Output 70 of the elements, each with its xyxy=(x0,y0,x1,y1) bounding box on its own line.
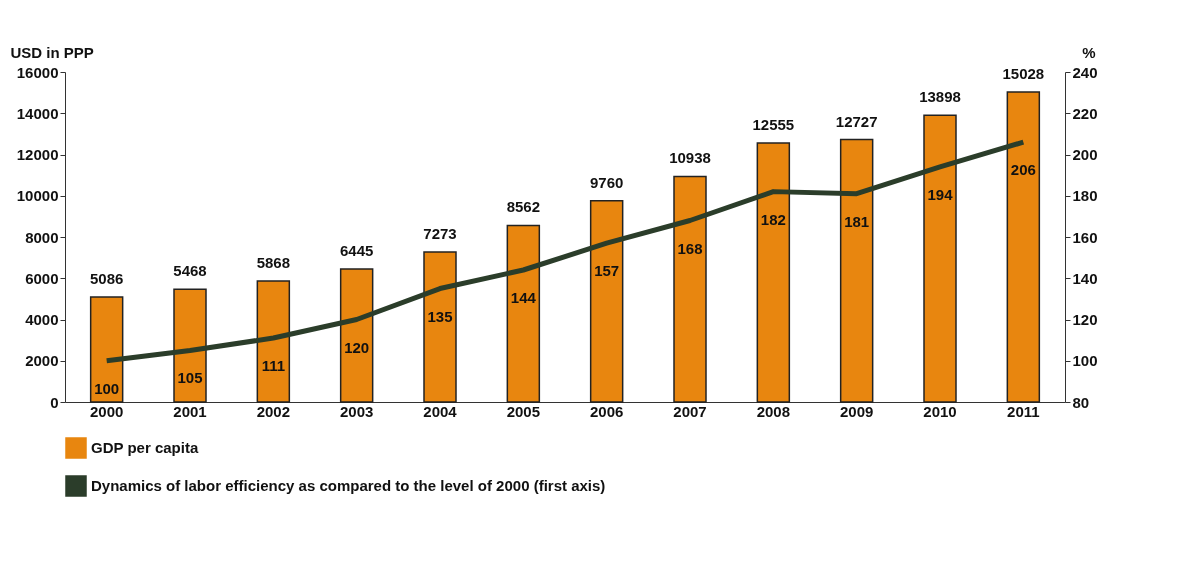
bar xyxy=(1006,91,1041,403)
y2-tick-label: 100 xyxy=(1072,352,1098,370)
data-label: 9760 xyxy=(589,173,624,191)
bar xyxy=(839,138,874,403)
data-label: 182 xyxy=(760,210,786,228)
data-label: 5868 xyxy=(256,253,291,271)
y2-tick-label: 220 xyxy=(1072,104,1098,122)
x-tick-label: 2005 xyxy=(506,402,541,420)
y2-tick-label: 160 xyxy=(1072,228,1098,246)
data-label: 12555 xyxy=(752,116,795,134)
y-tick-label: 6000 xyxy=(25,269,59,287)
data-label: 7273 xyxy=(423,224,457,242)
legend-label: Dynamics of labor efficiency as compared to the level of 2000 (first axis) xyxy=(91,477,606,494)
data-label: 157 xyxy=(594,262,620,280)
bar xyxy=(756,142,791,403)
data-label: 15028 xyxy=(1002,65,1045,83)
bar xyxy=(923,114,957,403)
x-tick-label: 2002 xyxy=(256,402,291,420)
data-label: 120 xyxy=(344,338,370,356)
data-label: 100 xyxy=(94,379,120,397)
x-tick-label: 2009 xyxy=(839,402,874,420)
data-label: 5086 xyxy=(89,270,124,288)
y2-tick-label: 80 xyxy=(1072,393,1090,411)
bar xyxy=(423,251,457,403)
y2-tick-label: 140 xyxy=(1072,269,1098,287)
x-tick-label: 2008 xyxy=(756,402,791,420)
x-tick-label: 2003 xyxy=(339,402,374,420)
x-tick-label: 2011 xyxy=(1007,402,1040,420)
bar xyxy=(506,224,541,403)
y-tick-label: 16000 xyxy=(16,63,59,81)
y2-tick-label: 180 xyxy=(1072,187,1098,205)
data-label: 12727 xyxy=(835,112,878,130)
data-label: 8562 xyxy=(506,198,541,216)
data-label: 135 xyxy=(427,307,453,325)
x-tick-label: 2010 xyxy=(923,402,957,420)
y-tick-label: 8000 xyxy=(25,228,59,246)
data-label: 206 xyxy=(1010,161,1036,179)
data-label: 181 xyxy=(844,212,870,230)
data-label: 10938 xyxy=(669,149,711,167)
y2-tick-label: 200 xyxy=(1072,146,1098,163)
data-label: 13898 xyxy=(919,88,961,106)
y2-tick-label: 240 xyxy=(1072,63,1098,81)
data-label: 105 xyxy=(177,369,203,387)
x-tick-label: 2007 xyxy=(673,402,707,420)
y-tick-label: 0 xyxy=(50,393,59,411)
data-label: 6445 xyxy=(339,242,374,260)
data-label: 111 xyxy=(261,357,286,375)
legend-label: GDP per capita xyxy=(91,439,199,456)
bar xyxy=(339,268,374,403)
y2-tick-label: 120 xyxy=(1072,311,1098,328)
bar xyxy=(256,280,291,403)
y-tick-label: 10000 xyxy=(16,187,59,205)
y-tick-label: 4000 xyxy=(25,311,59,328)
bar xyxy=(89,296,124,403)
y-tick-label: 12000 xyxy=(16,146,59,163)
x-tick-label: 2006 xyxy=(589,402,624,420)
bar xyxy=(589,199,624,403)
data-label: 194 xyxy=(927,185,954,203)
y-tick-label: 2000 xyxy=(25,352,59,370)
data-label: 168 xyxy=(677,239,703,257)
bar xyxy=(673,175,707,403)
bar xyxy=(173,288,207,403)
x-tick-label: 2004 xyxy=(423,402,458,420)
y-tick-label: 14000 xyxy=(16,104,59,122)
y2-axis-title: % xyxy=(1082,43,1096,61)
x-tick-label: 2001 xyxy=(173,402,207,420)
x-tick-label: 2000 xyxy=(89,402,124,420)
y-axis-title: USD in PPP xyxy=(10,43,94,61)
data-label: 144 xyxy=(510,289,537,306)
data-label: 5468 xyxy=(173,262,207,280)
